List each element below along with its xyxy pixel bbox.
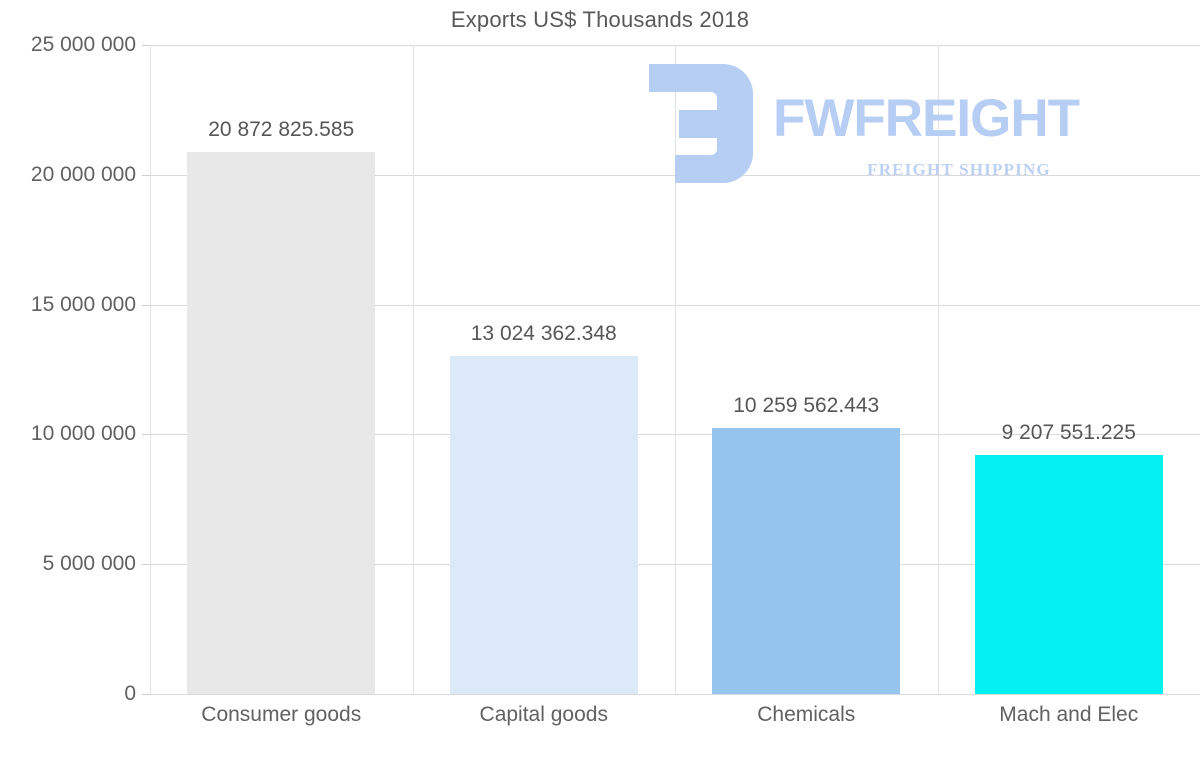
bar-3[interactable] — [712, 427, 900, 694]
x-tick-label-4: Mach and Elec — [999, 703, 1139, 726]
bar-value-label-4: 9 207 551.225 — [1001, 420, 1136, 444]
bar-4[interactable] — [975, 454, 1163, 694]
gridline-vertical — [150, 45, 151, 694]
y-tick-mark — [142, 174, 150, 176]
y-tick-label: 25 000 000 — [30, 33, 136, 56]
y-tick-mark — [142, 434, 150, 436]
bar-value-label-2: 13 024 362.348 — [470, 321, 617, 345]
y-tick-label: 20 000 000 — [30, 162, 136, 186]
bar-1[interactable] — [187, 152, 375, 694]
chart-title: Exports US$ Thousands 2018 — [450, 7, 750, 32]
x-tick-label-2: Capital goods — [479, 703, 608, 726]
x-tick-label-3: Chemicals — [757, 703, 856, 726]
plot-area — [150, 45, 1200, 695]
bar-2[interactable] — [450, 355, 638, 694]
gridline-horizontal — [150, 694, 1200, 695]
y-tick-mark — [142, 694, 150, 695]
gridline-vertical — [938, 45, 939, 694]
y-tick-label: 10 000 000 — [30, 422, 136, 446]
y-tick-label: 0 — [124, 682, 136, 705]
x-tick-label-1: Consumer goods — [201, 703, 362, 726]
y-tick-mark — [142, 304, 150, 306]
y-tick-mark — [142, 45, 150, 46]
bar-value-label-3: 10 259 562.443 — [733, 393, 880, 417]
bar-value-label-1: 20 872 825.585 — [208, 118, 355, 142]
gridline-vertical — [413, 45, 414, 694]
y-tick-label: 15 000 000 — [30, 292, 136, 316]
y-tick-label: 5 000 000 — [42, 552, 136, 576]
y-tick-mark — [142, 564, 150, 566]
gridline-vertical — [675, 45, 676, 694]
